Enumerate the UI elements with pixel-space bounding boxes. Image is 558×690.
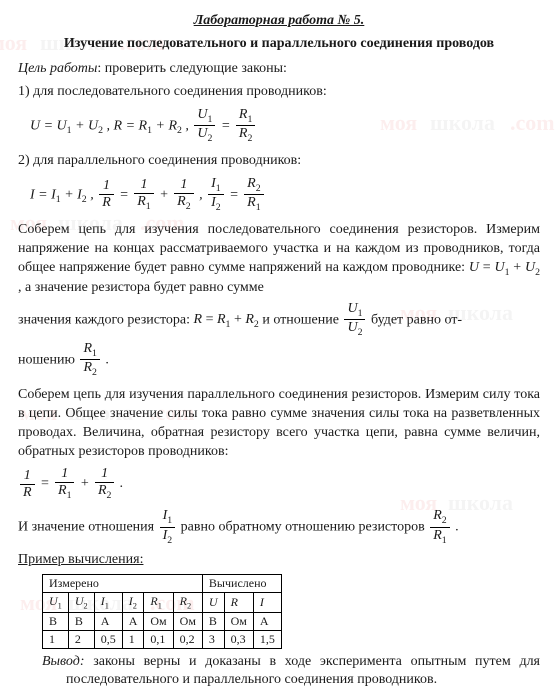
goal-line: Цель работы: проверить следующие законы: (18, 60, 540, 79)
col-i: I (253, 593, 281, 612)
hdr-calculated: Вычислено (202, 575, 281, 593)
v-4: 0,1 (144, 630, 173, 648)
frac-r1r2: R1R2 (236, 108, 255, 144)
frac-r1r2-b: R1R2 (80, 342, 99, 378)
v-6: 3 (202, 630, 224, 648)
table-cols-row: U1 U2 I1 I2 R1 R2 U R I (43, 593, 282, 612)
col-u1: U1 (43, 593, 69, 612)
v-3: 1 (122, 630, 144, 648)
u-6: В (202, 612, 224, 630)
col-r2: R2 (173, 593, 202, 612)
u-2: А (94, 612, 122, 630)
frac-r2r1: R2R1 (244, 177, 263, 213)
frac-r2r1-b: R2R1 (430, 509, 449, 545)
p1e: будет равно от- (367, 312, 462, 327)
v-0: 1 (43, 630, 69, 648)
p3b: равно обратному отношению резисторов (181, 519, 429, 534)
paragraph-series-b: значения каждого резистора: R = R1 + R2 … (18, 302, 540, 338)
example-label-text: Пример вычисления: (18, 552, 143, 567)
frac-1r1: 1R1 (134, 178, 153, 212)
p3a: И значение отношения (18, 519, 158, 534)
f2b: + I (61, 187, 82, 202)
p1a: Соберем цепь для изучения последовательн… (18, 222, 540, 275)
conclusion: Вывод: законы верны и доказаны в ходе эк… (42, 653, 540, 690)
frac-1r: 1R (99, 179, 114, 210)
v-2: 0,5 (94, 630, 122, 648)
table-units-row: В В А А Ом Ом В Ом А (43, 612, 282, 630)
f2c: , (87, 187, 98, 202)
col-r: R (224, 593, 253, 612)
frac-u1u2-b: U1U2 (344, 302, 365, 338)
item-1: 1) для последовательного соединения пров… (18, 83, 540, 102)
frac-i1i2-b: I1I2 (160, 509, 176, 545)
f1c: , R = R (103, 118, 147, 133)
v-8: 1,5 (253, 630, 281, 648)
col-u2: U2 (68, 593, 94, 612)
u-4: Ом (144, 612, 173, 630)
u-7: Ом (224, 612, 253, 630)
item-2: 2) для параллельного соединения проводни… (18, 152, 540, 171)
f2a: I = I (30, 187, 56, 202)
paragraph-series: Соберем цепь для изучения последовательн… (18, 221, 540, 298)
example-label: Пример вычисления: (18, 551, 540, 570)
conclusion-label: Вывод: (42, 654, 85, 669)
hdr-measured: Измерено (43, 575, 203, 593)
frac-i1i2: I1I2 (208, 177, 224, 213)
u-1: В (68, 612, 94, 630)
formula-series: U = U1 + U2 , R = R1 + R2 , U1U2 = R1R2 (30, 108, 540, 144)
v-1: 2 (68, 630, 94, 648)
v-7: 0,3 (224, 630, 253, 648)
p1c: значения каждого резистора: (18, 312, 194, 327)
f1b: + U (72, 118, 99, 133)
f1d: + R (152, 118, 177, 133)
f1a: U = U (30, 118, 67, 133)
conclusion-text: законы верны и доказаны в ходе экспериме… (66, 654, 540, 688)
frac-1r2: 1R2 (174, 178, 193, 212)
col-r1: R1 (144, 593, 173, 612)
f1e: , (182, 118, 193, 133)
goal-text: : проверить следующие законы: (97, 61, 287, 76)
lab-subtitle: Изучение последовательного и параллельно… (18, 35, 540, 54)
frac-1r1-b: 1R1 (55, 467, 74, 501)
v-5: 0,2 (173, 630, 202, 648)
frac-1r2-b: 1R2 (95, 467, 114, 501)
col-u: U (202, 593, 224, 612)
results-table: Измерено Вычислено U1 U2 I1 I2 R1 R2 U R… (42, 574, 282, 648)
col-i1: I1 (94, 593, 122, 612)
frac-u1u2: U1U2 (194, 108, 215, 144)
table-values-row: 1 2 0,5 1 0,1 0,2 3 0,3 1,5 (43, 630, 282, 648)
col-i2: I2 (122, 593, 144, 612)
u-5: Ом (173, 612, 202, 630)
u-3: А (122, 612, 144, 630)
paragraph-ratio: И значение отношения I1I2 равно обратном… (18, 509, 540, 545)
goal-label: Цель работы (18, 61, 97, 76)
formula-parallel-b: 1R = 1R1 + 1R2 . (18, 467, 540, 501)
paragraph-parallel: Соберем цепь для изучения параллельного … (18, 386, 540, 462)
u-0: В (43, 612, 69, 630)
formula-parallel: I = I1 + I2 , 1R = 1R1 + 1R2 , I1I2 = R2… (30, 177, 540, 213)
u-8: А (253, 612, 281, 630)
frac-1r-b: 1R (20, 469, 35, 500)
lab-title: Лабораторная работа № 5. (18, 12, 540, 31)
p1f: ношению (18, 352, 78, 367)
p1d: и отношение (259, 312, 343, 327)
paragraph-series-c: ношению R1R2 . (18, 342, 540, 378)
p1b: , а значение резистора будет равно сумме (18, 280, 264, 295)
table-header-row: Измерено Вычислено (43, 575, 282, 593)
